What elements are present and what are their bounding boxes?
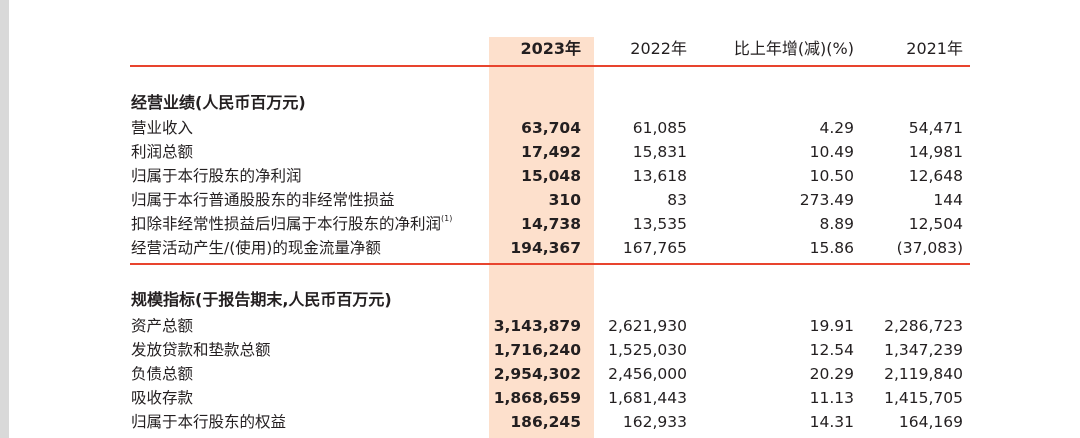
value-2023: 310 [548,191,581,209]
value-2023: 194,367 [510,239,581,257]
value-2023: 1,868,659 [493,389,581,407]
value-change: 14.31 [809,413,854,431]
value-change: 8.89 [819,215,854,233]
value-2023: 14,738 [521,215,581,233]
section-title-scale: 规模指标(于报告期末,人民币百万元) [0,289,1080,311]
value-2022: 1,681,443 [608,389,687,407]
value-2021: 14,981 [908,143,963,161]
table-row: 归属于本行股东的权益 186,245 162,933 14.31 164,169 [0,411,1080,433]
value-2022: 2,621,930 [608,317,687,335]
table-header: 2023年 2022年 比上年增(减)(%) 2021年 [0,38,1080,60]
row-label: 负债总额 [131,365,194,383]
value-2021: 2,286,723 [884,317,963,335]
row-label: 归属于本行股东的权益 [131,413,287,431]
value-2021: 12,504 [908,215,963,233]
section-title: 规模指标(于报告期末,人民币百万元) [131,290,392,309]
value-2022: 15,831 [632,143,687,161]
value-2022: 61,085 [632,119,687,137]
table-row: 归属于本行普通股股东的非经常性损益 310 83 273.49 144 [0,189,1080,211]
section-title-performance: 经营业绩(人民币百万元) [0,92,1080,114]
value-2022: 2,456,000 [608,365,687,383]
value-change: 19.91 [809,317,854,335]
value-2021: 1,415,705 [884,389,963,407]
row-label: 归属于本行普通股股东的非经常性损益 [131,191,395,209]
value-2023: 3,143,879 [493,317,581,335]
value-change: 10.49 [809,143,854,161]
value-2022: 167,765 [622,239,687,257]
table-row: 归属于本行股东的净利润 15,048 13,618 10.50 12,648 [0,165,1080,187]
value-change: 15.86 [809,239,854,257]
footnote-marker: (1) [441,214,453,223]
page-edge [0,0,9,438]
value-2022: 162,933 [622,413,687,431]
value-2021: 54,471 [908,119,963,137]
row-label: 吸收存款 [131,389,194,407]
row-label: 利润总额 [131,143,194,161]
table-row: 经营活动产生/(使用)的现金流量净额 194,367 167,765 15.86… [0,237,1080,259]
row-label: 归属于本行股东的净利润 [131,167,302,185]
section-title: 经营业绩(人民币百万元) [131,93,306,112]
header-2022: 2022年 [630,39,687,58]
value-2021: (37,083) [896,239,963,257]
value-2021: 1,347,239 [884,341,963,359]
value-2023: 2,954,302 [493,365,581,383]
table-row: 吸收存款 1,868,659 1,681,443 11.13 1,415,705 [0,387,1080,409]
value-2021: 164,169 [898,413,963,431]
value-2023: 186,245 [510,413,581,431]
current-year-highlight [489,37,594,438]
value-change: 273.49 [799,191,854,209]
value-change: 4.29 [819,119,854,137]
header-2023: 2023年 [520,39,581,58]
value-2023: 15,048 [521,167,581,185]
value-2021: 144 [933,191,963,209]
table-row: 扣除非经常性损益后归属于本行股东的净利润(1) 14,738 13,535 8.… [0,213,1080,235]
table-row: 营业收入 63,704 61,085 4.29 54,471 [0,117,1080,139]
row-label: 扣除非经常性损益后归属于本行股东的净利润(1) [131,213,452,235]
value-change: 20.29 [809,365,854,383]
value-change: 12.54 [809,341,854,359]
table-row: 利润总额 17,492 15,831 10.49 14,981 [0,141,1080,163]
table-row: 负债总额 2,954,302 2,456,000 20.29 2,119,840 [0,363,1080,385]
value-2022: 13,535 [632,215,687,233]
value-2023: 17,492 [521,143,581,161]
header-divider [130,65,970,67]
value-2021: 2,119,840 [884,365,963,383]
row-label: 营业收入 [131,119,194,137]
value-2021: 12,648 [908,167,963,185]
value-change: 10.50 [809,167,854,185]
table-row: 资产总额 3,143,879 2,621,930 19.91 2,286,723 [0,315,1080,337]
header-2021: 2021年 [906,39,963,58]
value-2023: 1,716,240 [493,341,581,359]
value-2022: 1,525,030 [608,341,687,359]
row-label: 资产总额 [131,317,194,335]
row-label-text: 扣除非经常性损益后归属于本行股东的净利润 [131,215,442,233]
value-change: 11.13 [809,389,854,407]
row-label: 发放贷款和垫款总额 [131,341,271,359]
value-2022: 83 [667,191,687,209]
section-divider [130,263,970,265]
value-2022: 13,618 [632,167,687,185]
row-label: 经营活动产生/(使用)的现金流量净额 [131,239,381,257]
header-change: 比上年增(减)(%) [733,39,854,58]
table-row: 发放贷款和垫款总额 1,716,240 1,525,030 12.54 1,34… [0,339,1080,361]
value-2023: 63,704 [521,119,581,137]
